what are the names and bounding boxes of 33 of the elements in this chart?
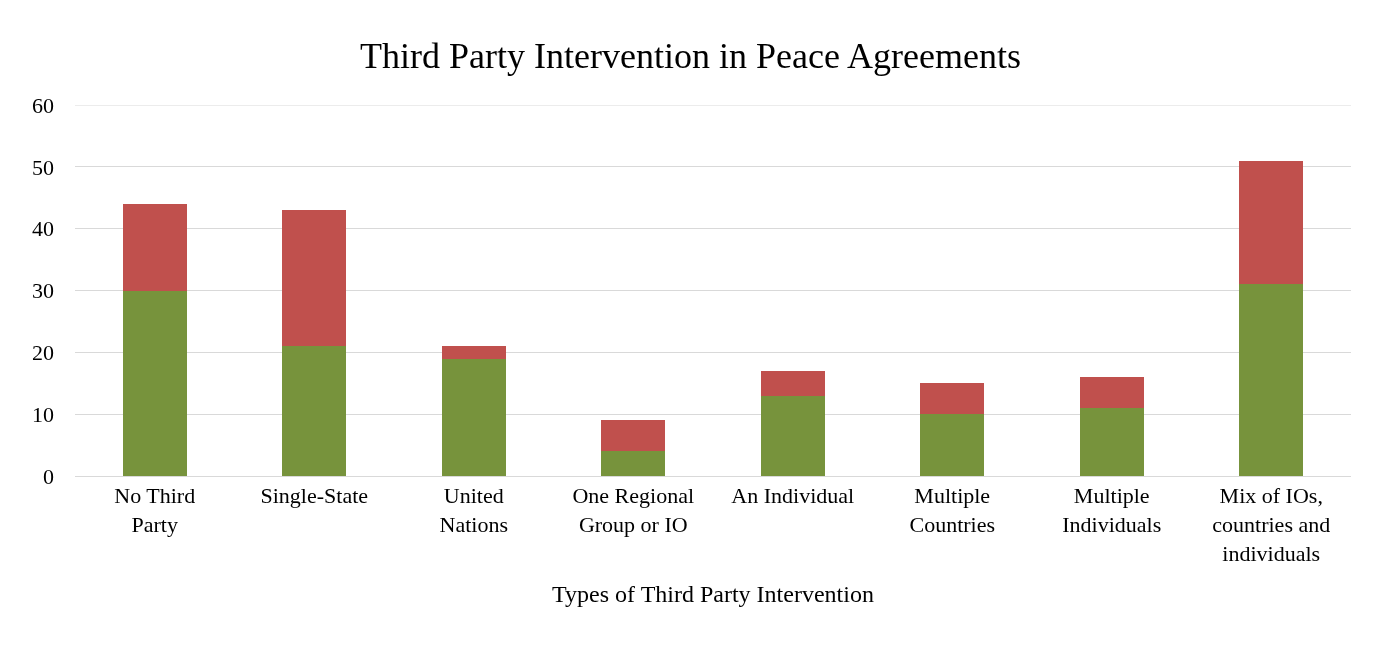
bar xyxy=(1239,284,1304,476)
bar xyxy=(441,346,506,359)
bar xyxy=(1239,160,1304,285)
y-tick-label: 10 xyxy=(32,401,54,427)
chart-title: Third Party Intervention in Peace Agreements xyxy=(360,35,1021,76)
x-tick-label: One Regional Group or IO xyxy=(572,483,695,537)
y-tick-label: 60 xyxy=(32,92,54,118)
bar xyxy=(122,203,187,291)
x-tick-label: No Third Party xyxy=(114,483,196,537)
y-tick-label: 20 xyxy=(32,340,54,366)
y-tick-label: 40 xyxy=(32,216,54,242)
bar xyxy=(601,420,666,452)
x-axis-title: Types of Third Party Intervention xyxy=(552,580,874,607)
bar xyxy=(282,210,347,347)
bar xyxy=(760,370,825,396)
bar xyxy=(920,383,985,415)
y-tick-label: 50 xyxy=(32,154,54,180)
bar xyxy=(1079,377,1144,408)
x-tick-label: Single-State xyxy=(260,483,369,509)
bar xyxy=(1079,407,1144,476)
bar xyxy=(282,346,347,476)
x-tick-label: Multiple Countries xyxy=(909,483,996,537)
bar xyxy=(601,451,666,476)
x-tick-label: Mix of IOs, countries and individuals xyxy=(1212,483,1331,566)
x-tick-label: Multiple Individuals xyxy=(1062,483,1162,537)
bar xyxy=(441,358,506,476)
bar xyxy=(760,395,825,476)
bar xyxy=(122,290,187,476)
bar xyxy=(920,414,985,476)
y-tick-label: 0 xyxy=(43,463,54,489)
x-tick-label: United Nations xyxy=(439,483,508,537)
x-tick-label: An Individual xyxy=(731,483,855,509)
y-tick-label: 30 xyxy=(32,278,54,304)
